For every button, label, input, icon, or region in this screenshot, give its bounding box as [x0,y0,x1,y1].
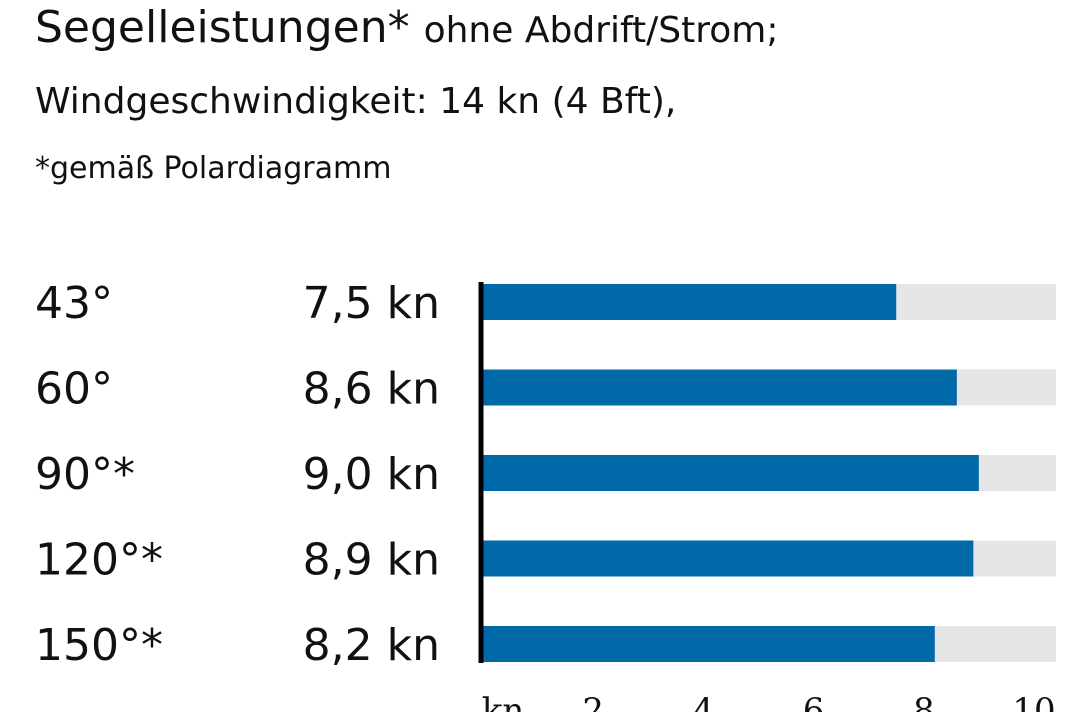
x-tick-label: 10 [1012,691,1055,712]
value-label: 8,9 kn [303,535,440,586]
category-label: 90°* [35,449,135,500]
chart-subtitle: Windgeschwindigkeit: 14 kn (4 Bft), [35,81,676,122]
value-label: 8,6 kn [303,364,440,415]
value-label: 7,5 kn [303,278,440,329]
x-tick-label: 8 [913,691,935,712]
chart-title: Segelleistungen* [35,2,410,53]
value-label: 9,0 kn [303,449,440,500]
category-label: 150°* [35,620,163,671]
bar [483,284,897,320]
x-tick-label: 2 [582,691,604,712]
x-tick-label: kn [482,691,525,712]
bar [483,369,957,406]
chart-note: *gemäß Polardiagramm [35,151,391,186]
category-label: 120°* [35,535,163,586]
value-label: 8,2 kn [303,620,440,671]
bar [483,626,935,662]
plot: 43° 7,5 kn 60° 8,6 kn 90°* 9,0 kn 120°* 8,9 kn 1… [35,278,1056,712]
bar [483,540,974,577]
category-label: 60° [35,364,113,415]
chart-subtitle: ohne Abdrift/Strom; [424,10,779,51]
x-tick-label: 4 [693,691,715,712]
category-label: 43° [35,278,113,329]
x-tick-label: 6 [803,691,825,712]
chart-title-line: Segelleistungen* ohne Abdrift/Strom; [35,2,778,53]
bar [483,455,979,491]
